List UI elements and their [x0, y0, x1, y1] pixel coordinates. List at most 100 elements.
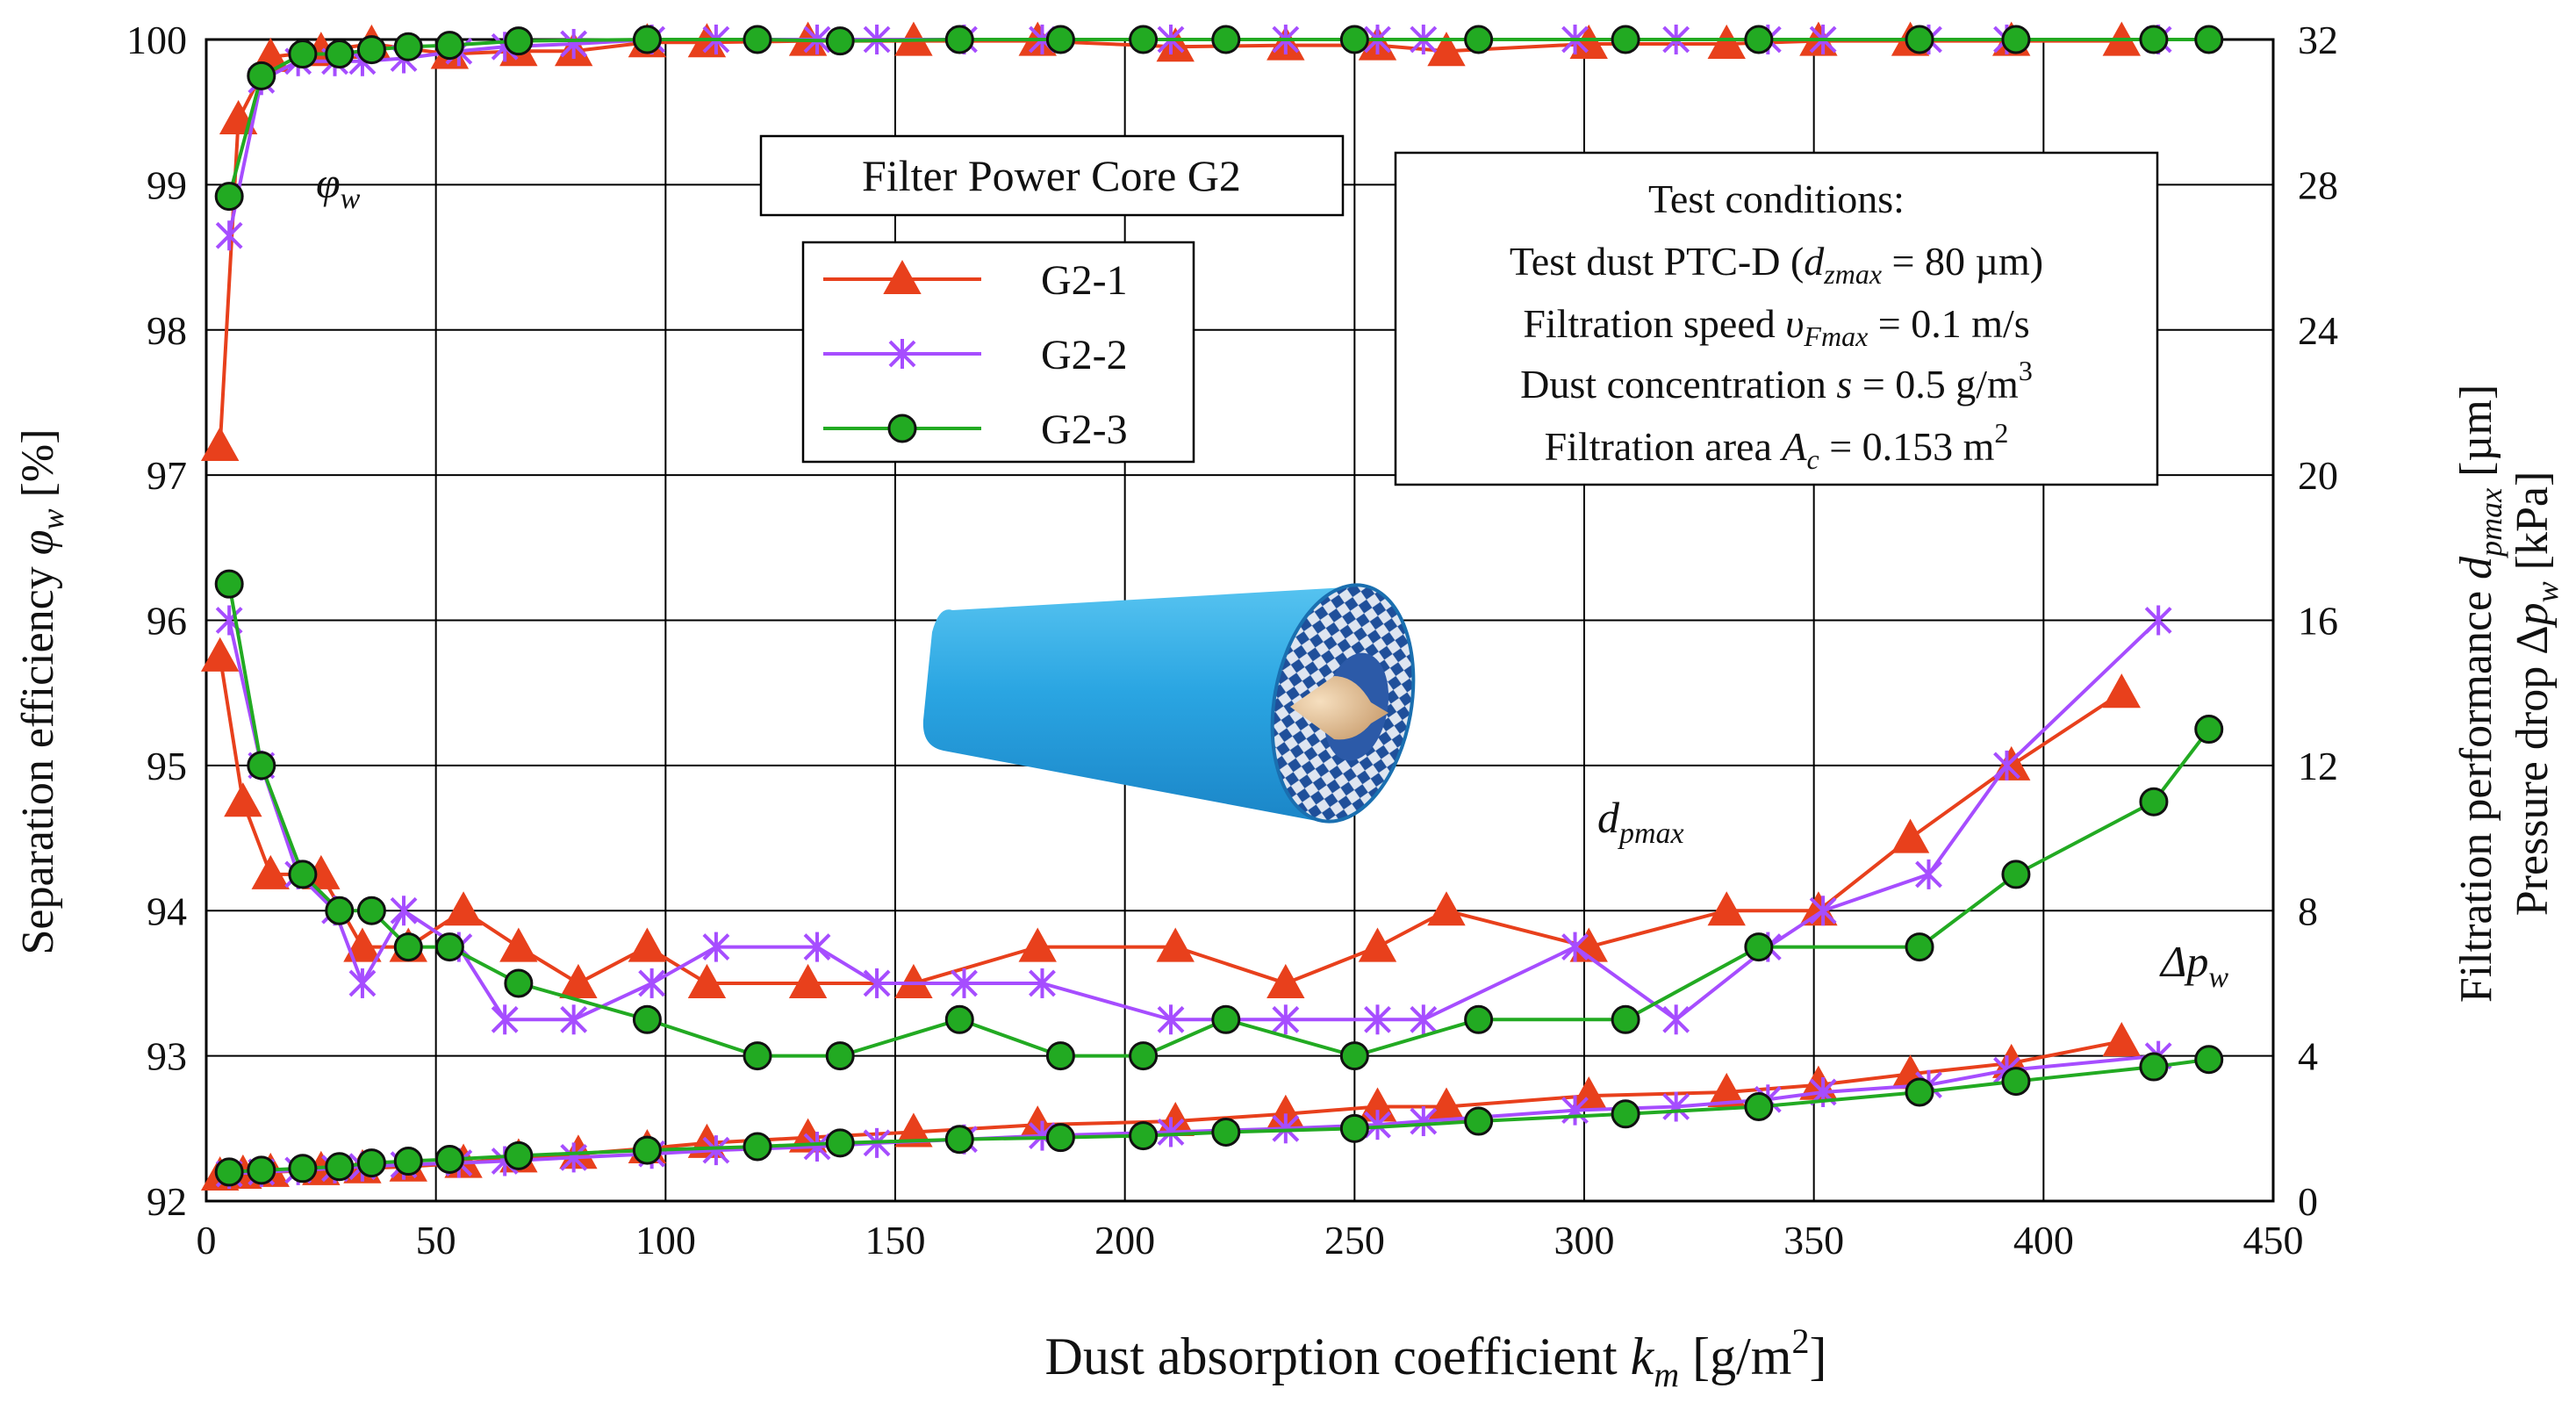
data-point-circle [944, 1004, 974, 1034]
data-point-circle [356, 35, 386, 65]
data-point-circle [2139, 25, 2169, 54]
data-point-triangle [1707, 891, 1746, 926]
y-right-tick-label: 20 [2298, 453, 2338, 498]
data-point-cross [1410, 1004, 1438, 1035]
filtration-speed-line: Filtration speed υFmax = 0.1 m/s [1523, 301, 2029, 352]
data-point-circle [1611, 1004, 1640, 1034]
data-point-circle [632, 1004, 662, 1034]
data-point-circle [356, 1148, 386, 1178]
y-right-tick-label: 0 [2298, 1179, 2318, 1224]
data-point-cross [1561, 932, 1589, 962]
data-point-triangle [894, 1112, 933, 1148]
y-left-tick-label: 99 [147, 162, 187, 207]
data-point-cross [1662, 1004, 1690, 1035]
data-point-circle [1744, 932, 1774, 962]
chart-title: Filter Power Core G2 [862, 151, 1241, 200]
data-point-circle [1464, 1106, 1494, 1136]
data-point-circle [1611, 1099, 1640, 1129]
data-point-triangle [2102, 1022, 2141, 1057]
legend-label: G2-1 [1041, 257, 1128, 304]
data-point-cross [348, 968, 377, 998]
data-point-cross [702, 1135, 730, 1166]
data-point-circle [1339, 1041, 1369, 1071]
data-point-cross [215, 220, 243, 251]
y-left-axis-label: Separation efficiency φw [%] [13, 428, 70, 954]
x-axis-label: Dust absorption coefficient km [g/m2] [1045, 1321, 1827, 1394]
data-point-circle [743, 1041, 772, 1071]
data-point-circle [214, 569, 244, 599]
data-point-triangle [788, 963, 828, 998]
data-point-circle [1211, 1004, 1241, 1034]
dust-concentration-line: Dust concentration s = 0.5 g/m3 [1520, 355, 2033, 407]
y-left-tick-label: 94 [147, 889, 187, 933]
data-point-circle [1744, 25, 1774, 54]
series-line [218, 656, 2123, 986]
data-point-triangle [1427, 32, 1466, 67]
y-right-axis-label-2: Pressure drop Δpw [kPa] [2508, 471, 2565, 917]
y-right-tick-label: 24 [2298, 308, 2338, 353]
data-point-cross [560, 1004, 588, 1035]
data-point-triangle [224, 782, 262, 817]
x-tick-label: 200 [1094, 1218, 1155, 1263]
data-point-circle [247, 61, 276, 90]
data-point-circle [2001, 1067, 2031, 1097]
data-point-cross [863, 968, 891, 998]
data-point-triangle [1707, 24, 1746, 59]
data-point-circle [944, 25, 974, 54]
data-point-circle [2001, 25, 2031, 54]
data-point-circle [2001, 860, 2031, 889]
y-left-tick-label: 93 [147, 1034, 187, 1079]
data-point-triangle [559, 963, 598, 998]
legend-marker [883, 259, 922, 294]
data-point-circle [825, 26, 855, 56]
data-point-circle [2139, 787, 2169, 817]
y-left-tick-label: 95 [147, 744, 187, 788]
data-point-triangle [628, 927, 667, 962]
series-layer [201, 21, 2224, 1191]
data-point-circle [393, 32, 423, 61]
data-point-circle [1905, 25, 1934, 54]
data-point-circle [214, 182, 244, 212]
data-point-circle [632, 1135, 662, 1165]
x-tick-label: 50 [416, 1218, 456, 1263]
data-point-triangle [687, 963, 727, 998]
data-point-triangle [1156, 927, 1195, 962]
data-point-circle [247, 751, 276, 781]
data-point-cross [951, 968, 978, 998]
data-point-circle [1045, 25, 1075, 54]
data-point-circle [2194, 25, 2224, 54]
legend-marker [887, 414, 917, 443]
data-point-cross [560, 1142, 588, 1173]
data-point-circle [325, 896, 355, 925]
data-point-circle [1464, 25, 1494, 54]
data-point-circle [214, 1157, 244, 1187]
data-point-circle [1211, 1117, 1241, 1147]
legend-label: G2-3 [1041, 407, 1128, 453]
y-right-tick-label: 32 [2298, 18, 2338, 62]
data-point-circle [1339, 1113, 1369, 1143]
data-point-cross [560, 28, 588, 59]
y-right-tick-label: 8 [2298, 889, 2318, 933]
y-left-tick-label: 98 [147, 308, 187, 353]
x-tick-label: 400 [2013, 1218, 2074, 1263]
data-point-triangle [444, 891, 483, 926]
data-point-circle [393, 932, 423, 962]
data-point-cross [1157, 1004, 1185, 1035]
data-point-triangle [1891, 818, 1930, 853]
y-left-tick-label: 96 [147, 599, 187, 644]
data-point-triangle [1358, 927, 1397, 962]
data-point-circle [504, 26, 534, 56]
test-conditions-box: Test conditions: Test dust PTC-D (dzmax … [1394, 151, 2159, 486]
data-point-circle [944, 1125, 974, 1155]
data-point-triangle [1018, 927, 1057, 962]
x-tick-label: 150 [865, 1218, 926, 1263]
y-right-tick-labels: 0 4 8 12 16 20 24 28 32 [2298, 18, 2338, 1224]
data-point-circle [1129, 25, 1159, 54]
data-point-cross [1029, 968, 1056, 998]
filtration-area-line: Filtration area Ac = 0.153 m2 [1545, 417, 2009, 475]
data-point-cross [1410, 1106, 1438, 1137]
data-point-circle [434, 31, 464, 61]
y-right-tick-label: 16 [2298, 599, 2338, 644]
data-point-circle [825, 1041, 855, 1071]
